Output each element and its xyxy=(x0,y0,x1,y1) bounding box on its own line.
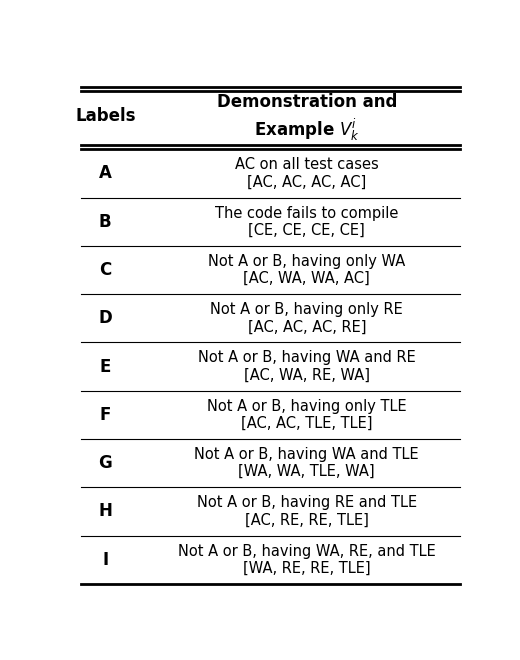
Text: Labels: Labels xyxy=(75,107,136,125)
Text: [AC, AC, AC, RE]: [AC, AC, AC, RE] xyxy=(248,319,366,335)
Text: Not A or B, having WA, RE, and TLE: Not A or B, having WA, RE, and TLE xyxy=(178,544,436,558)
Text: G: G xyxy=(98,454,112,472)
Text: C: C xyxy=(99,261,111,279)
Text: Not A or B, having WA and TLE: Not A or B, having WA and TLE xyxy=(194,447,419,462)
Text: B: B xyxy=(99,213,112,231)
Text: Not A or B, having RE and TLE: Not A or B, having RE and TLE xyxy=(197,495,417,510)
Text: Demonstration and: Demonstration and xyxy=(217,93,397,111)
Text: [WA, RE, RE, TLE]: [WA, RE, RE, TLE] xyxy=(243,561,371,576)
Text: Not A or B, having only RE: Not A or B, having only RE xyxy=(211,302,403,317)
Text: [WA, WA, TLE, WA]: [WA, WA, TLE, WA] xyxy=(239,464,375,479)
Text: Not A or B, having only WA: Not A or B, having only WA xyxy=(208,254,406,269)
Text: A: A xyxy=(99,164,112,182)
Text: [AC, RE, RE, TLE]: [AC, RE, RE, TLE] xyxy=(245,513,369,527)
Text: Example $V_k^i$: Example $V_k^i$ xyxy=(254,117,360,143)
Text: [CE, CE, CE, CE]: [CE, CE, CE, CE] xyxy=(249,223,365,238)
Text: Not A or B, having only TLE: Not A or B, having only TLE xyxy=(207,399,407,414)
Text: [AC, WA, RE, WA]: [AC, WA, RE, WA] xyxy=(244,368,370,383)
Text: Not A or B, having WA and RE: Not A or B, having WA and RE xyxy=(198,350,415,366)
Text: AC on all test cases: AC on all test cases xyxy=(235,157,379,172)
Text: [AC, AC, AC, AC]: [AC, AC, AC, AC] xyxy=(247,175,367,189)
Text: H: H xyxy=(98,502,112,521)
Text: [AC, AC, TLE, TLE]: [AC, AC, TLE, TLE] xyxy=(241,416,372,431)
Text: The code fails to compile: The code fails to compile xyxy=(215,206,398,220)
Text: [AC, WA, WA, AC]: [AC, WA, WA, AC] xyxy=(243,271,370,286)
Text: E: E xyxy=(100,358,111,376)
Text: I: I xyxy=(102,550,108,569)
Text: F: F xyxy=(100,406,111,424)
Text: D: D xyxy=(98,310,112,327)
